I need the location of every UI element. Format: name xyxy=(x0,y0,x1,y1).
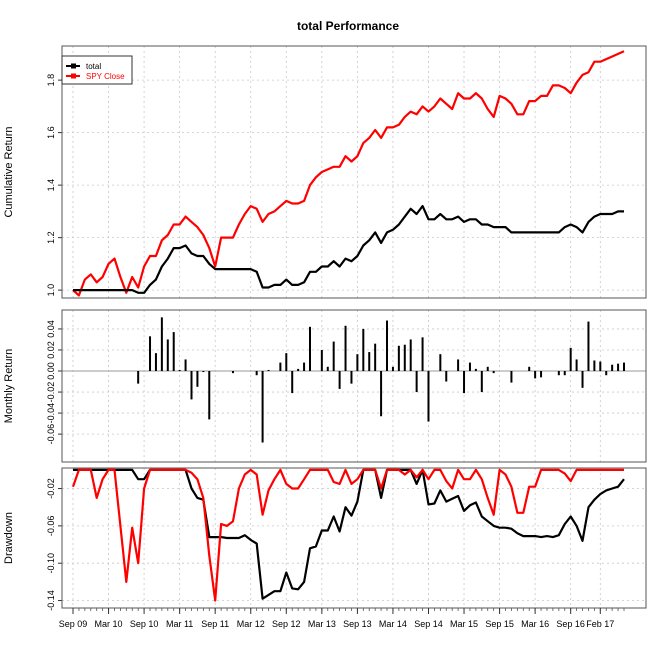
y-tick-label: 1.6 xyxy=(46,126,56,139)
x-axis: Sep 09 Mar 10 Sep 10 Mar 11 Sep 11 Mar 12 Sep … xyxy=(59,608,625,629)
x-tick-label: Mar 14 xyxy=(379,619,407,629)
x-tick-label: Sep 12 xyxy=(272,619,301,629)
y-tick-label: -0.14 xyxy=(46,590,56,611)
legend-label: SPY Close xyxy=(86,72,125,81)
panel-frame xyxy=(61,45,647,299)
y-tick-label: -0.02 xyxy=(46,382,56,403)
y-tick-label: 1.0 xyxy=(46,284,56,297)
x-tick-label: Sep 15 xyxy=(485,619,514,629)
y-axis-label: Drawdown xyxy=(3,512,15,564)
x-tick-label: Sep 14 xyxy=(414,619,443,629)
x-tick-label: Sep 16 xyxy=(556,619,585,629)
y-tick-label: -0.04 xyxy=(46,403,56,424)
x-tick-label: Mar 12 xyxy=(237,619,265,629)
y-tick-label: 0.04 xyxy=(46,320,56,338)
panel-drawdown: -0.14 -0.10 -0.06 -0.02 Drawdown xyxy=(3,467,647,611)
y-tick-label: -0.10 xyxy=(46,553,56,574)
x-tick-label: Mar 13 xyxy=(308,619,336,629)
panel-frame xyxy=(61,467,647,609)
x-tick-label: Sep 09 xyxy=(59,619,88,629)
y-tick-label: 0.02 xyxy=(46,341,56,359)
panel-frame xyxy=(61,309,647,463)
y-axis-label: Cumulative Return xyxy=(3,126,15,217)
x-tick-label: Mar 16 xyxy=(521,619,549,629)
y-tick-label: 1.8 xyxy=(46,74,56,87)
panel-monthly: -0.06-0.04-0.02 0.00 0.02 0.04 Monthly Retur… xyxy=(3,309,647,463)
series-line-total xyxy=(73,468,625,600)
chart-title: total Performance xyxy=(297,19,399,33)
series-line-total xyxy=(73,205,624,294)
series-line-spy-close xyxy=(72,50,625,297)
legend-label: total xyxy=(86,62,101,71)
y-tick-label: -0.06 xyxy=(46,516,56,537)
x-tick-label: Mar 10 xyxy=(95,619,123,629)
legend-swatch-marker xyxy=(71,63,76,69)
x-tick-label: Mar 15 xyxy=(450,619,478,629)
legend-box xyxy=(61,55,133,85)
y-axis-label: Monthly Return xyxy=(3,349,15,424)
x-tick-label: Mar 11 xyxy=(166,619,193,629)
legend-swatch-marker xyxy=(71,73,76,79)
panel-cumulative: 1.0 1.2 1.4 1.6 1.8 Cumulative Return xyxy=(3,45,647,299)
series-line-spy-close xyxy=(71,468,624,602)
y-tick-label: 1.4 xyxy=(46,179,56,192)
x-tick-label: Sep 10 xyxy=(130,619,159,629)
y-tick-label: -0.02 xyxy=(46,478,56,499)
x-tick-label: Sep 13 xyxy=(343,619,372,629)
y-tick-label: 0.00 xyxy=(46,362,56,380)
y-tick-label: -0.06 xyxy=(46,424,56,445)
y-tick-label: 1.2 xyxy=(46,231,56,244)
x-tick-label: Feb 17 xyxy=(586,619,614,629)
x-tick-label: Sep 11 xyxy=(201,619,229,629)
